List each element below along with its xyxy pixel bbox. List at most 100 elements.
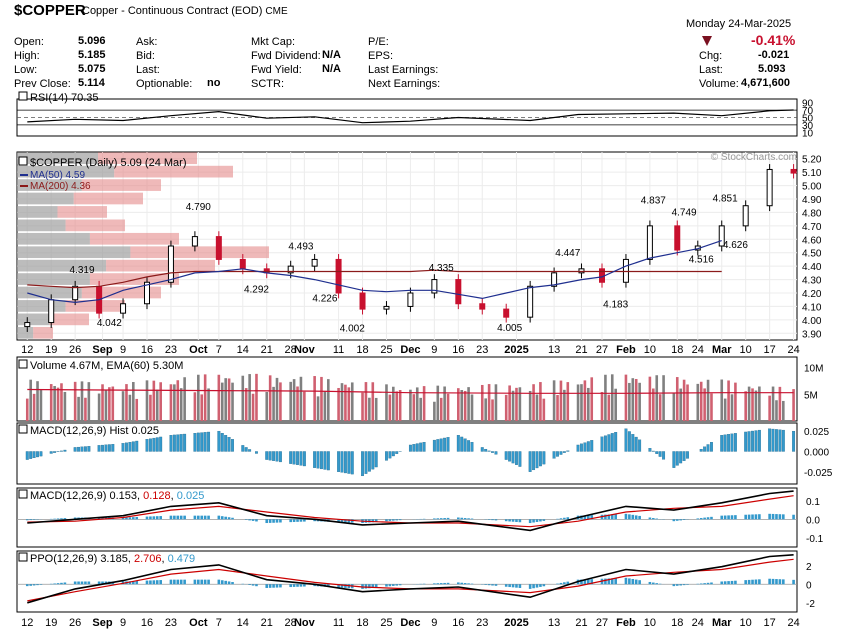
ppo-hist-bar <box>723 581 727 585</box>
candle-body <box>191 236 198 247</box>
ppo-hist-bar <box>443 582 446 585</box>
x-tick-label: Oct <box>189 344 208 356</box>
volume-bar <box>638 382 641 421</box>
macd-hist-bar <box>395 519 399 521</box>
volume-bar <box>771 386 775 421</box>
price-panel: 4.042 4.319 4.790 4.292 4.493 4.226 4.002 4.335… <box>16 151 822 341</box>
ppo-hist-bar <box>457 582 460 585</box>
price-annotation: 4.335 <box>429 263 454 274</box>
ppo-hist-bar <box>422 583 426 585</box>
macd-title: MACD(12,26,9) 0.153, 0.128, 0.025 <box>30 490 204 502</box>
hist-bar <box>343 451 347 474</box>
hist-bar <box>463 438 467 452</box>
ppo-hist-bar <box>686 584 689 585</box>
volume-bar <box>631 378 635 421</box>
ppo-hist-bar <box>63 582 67 585</box>
x-tick-label: 7 <box>216 344 222 356</box>
candle-body <box>239 258 246 270</box>
hist-bar <box>172 434 176 452</box>
volume-bar <box>220 382 224 421</box>
volume-bar <box>275 377 279 421</box>
macd-hist-bar <box>703 517 706 520</box>
instrument-name: Copper - Continuous Contract (EOD) CME <box>82 5 288 17</box>
volume-bar <box>25 398 29 421</box>
x-tick-label-bottom: 9 <box>120 617 126 629</box>
macd-hist-bar <box>73 517 77 520</box>
vbp-bar <box>17 300 66 312</box>
hist-bar <box>443 437 447 452</box>
hist-bar <box>600 436 604 452</box>
price-annotation: 4.002 <box>340 324 365 335</box>
ppo-hist-bar <box>275 584 279 588</box>
hist-bar <box>586 441 590 452</box>
macd-hist-bar <box>392 519 395 521</box>
ppo-hist-bar <box>734 580 737 585</box>
x-tick-label-bottom: 16 <box>141 617 153 629</box>
ma200-line <box>27 269 722 289</box>
volume-bar <box>32 393 36 421</box>
x-tick-label: 21 <box>261 344 273 356</box>
volume-bar <box>686 384 689 421</box>
panel-marker <box>18 91 28 101</box>
volume-bar <box>207 388 210 421</box>
x-tick-label-bottom: Dec <box>400 617 420 629</box>
macd-hist-bar <box>587 515 590 520</box>
x-tick-label-bottom: 19 <box>45 617 57 629</box>
candle-body <box>287 265 294 274</box>
hist-bar <box>566 450 570 452</box>
hist-bar <box>385 451 388 461</box>
x-tick-label-bottom: Mar <box>712 617 732 629</box>
y-tick-label: 5.00 <box>802 182 822 193</box>
ppo-hist-bar <box>152 580 156 585</box>
macd-hist-bar <box>63 518 67 520</box>
x-tick-label-bottom: 21 <box>261 617 273 629</box>
hist-bar <box>179 434 183 452</box>
volume-bar <box>80 381 84 421</box>
hist-bar <box>111 444 115 452</box>
ppo-hist-bar <box>207 579 210 585</box>
hist-bar <box>634 436 638 452</box>
x-tick-label: 18 <box>671 344 683 356</box>
candle-body <box>622 258 629 283</box>
vbp-bar <box>57 206 107 218</box>
ppo-hist-bar <box>176 579 180 585</box>
ppo-hist-bar <box>672 584 676 587</box>
hist-bar <box>87 446 91 452</box>
macd-hist-bar <box>53 518 56 520</box>
ppo-hist-bar <box>744 580 747 585</box>
ppo-hist-bar <box>313 584 316 587</box>
hist-bar <box>107 444 111 452</box>
volume-bar <box>56 387 60 421</box>
ppo-hist-bar <box>344 584 347 588</box>
panel-marker <box>18 359 28 369</box>
hist-bar <box>662 451 666 460</box>
volume-bar <box>720 379 724 421</box>
macd-hist-bar <box>727 515 730 520</box>
hist-bar <box>699 448 703 452</box>
hist-bar <box>299 451 303 466</box>
hist-bar <box>183 433 187 452</box>
hist-bar <box>101 444 104 452</box>
volume-bar <box>313 376 316 421</box>
y-tick-label: 4.20 <box>802 289 822 300</box>
macd-hist-bar <box>265 519 269 524</box>
macd-hist-bar <box>624 513 628 520</box>
hist-bar <box>583 442 587 452</box>
vbp-bar <box>81 179 161 191</box>
volume-title: Volume 4.67M, EMA(60) 5.30M <box>30 360 183 372</box>
macd-hist-title: MACD(12,26,9) Hist 0.025 <box>30 425 159 437</box>
volume-bar <box>443 386 446 421</box>
hist-bar <box>559 451 563 455</box>
macd-hist-bar <box>696 518 700 520</box>
ppo-hist-bar <box>706 582 710 585</box>
hist-bar <box>446 437 450 452</box>
volume-bar <box>696 383 700 421</box>
last-label: Last: <box>136 64 160 76</box>
volume-bar <box>173 384 176 421</box>
x-tick-label: 17 <box>764 344 776 356</box>
volume-bar <box>487 384 491 421</box>
volume-bar <box>484 398 487 421</box>
ppo-hist-bar <box>179 579 183 585</box>
macd-hist-bar <box>723 515 727 520</box>
hist-bar <box>508 451 512 462</box>
